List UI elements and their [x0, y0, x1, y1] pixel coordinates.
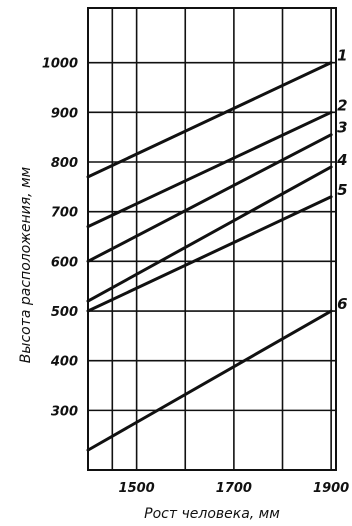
series-label-3: 3 — [337, 119, 347, 137]
y-tick-label: 1000 — [42, 57, 78, 72]
series-label-1: 1 — [337, 47, 347, 65]
series-line-4 — [86, 165, 333, 303]
x-axis-title: Рост человека, мм — [144, 506, 280, 522]
x-tick-label: 1500 — [119, 481, 155, 496]
series-label-2: 2 — [337, 96, 347, 114]
plot-frame — [87, 7, 337, 471]
series-label-4: 4 — [336, 151, 347, 169]
series-label-5: 5 — [337, 181, 347, 199]
y-axis-title: Высота расположения, мм — [18, 166, 34, 363]
series-line-2 — [86, 110, 333, 229]
grid — [87, 7, 337, 471]
y-tick-label: 600 — [51, 255, 78, 270]
x-tick-label: 1900 — [313, 481, 349, 496]
series-line-3 — [86, 133, 333, 263]
labels: 1500 1700 1900 300 400 500 600 700 800 900 1000 1 2 3… — [42, 47, 349, 496]
y-tick-label: 700 — [51, 206, 78, 221]
y-tick-label: 300 — [51, 404, 78, 419]
y-tick-label: 800 — [51, 156, 78, 171]
series-line-6 — [86, 309, 333, 452]
x-tick-label: 1700 — [216, 481, 252, 496]
y-tick-label: 500 — [51, 305, 78, 320]
y-tick-label: 400 — [50, 355, 78, 370]
series-line-5 — [86, 195, 333, 313]
series-label-6: 6 — [337, 295, 347, 313]
series-line-1 — [86, 61, 333, 179]
series-lines — [86, 61, 333, 452]
y-tick-label: 900 — [51, 106, 78, 121]
